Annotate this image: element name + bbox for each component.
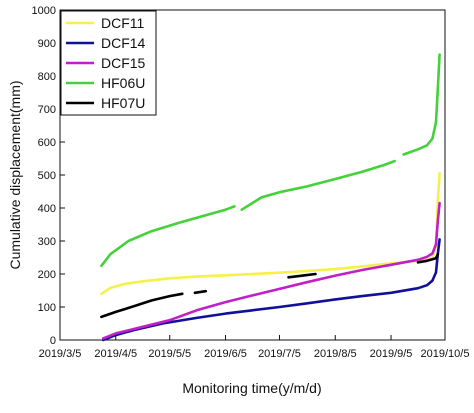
legend-label-dcf14: DCF14 [101, 35, 146, 51]
x-tick-label: 2019/10/5 [421, 348, 470, 360]
x-tick-label: 2019/8/5 [314, 348, 357, 360]
series-line-dcf11 [100, 172, 441, 296]
y-tick-label: 200 [38, 269, 56, 281]
y-tick-label: 800 [38, 71, 56, 83]
x-axis: 2019/3/5 2019/4/5 2019/5/5 2019/6/5 2019/7/5… [39, 335, 470, 360]
series-line-dcf14 [101, 238, 441, 342]
series-line-hf07u [287, 272, 317, 279]
series-line-hf06u [100, 205, 236, 268]
x-tick-label: 2019/4/5 [94, 348, 137, 360]
y-tick-label: 500 [38, 170, 56, 182]
y-tick-label: 300 [38, 236, 56, 248]
series-line-hf06u [402, 53, 441, 156]
y-axis-title: Cumulative displacement(mm) [7, 80, 23, 269]
x-tick-label: 2019/7/5 [258, 348, 301, 360]
x-axis-title: Monitoring time(y/m/d) [182, 380, 321, 396]
y-tick-label: 1000 [32, 5, 56, 17]
series-line-dcf15 [101, 201, 441, 340]
series-line-hf07u [416, 252, 440, 264]
y-tick-label: 100 [38, 302, 56, 314]
x-tick-label: 2019/5/5 [148, 348, 191, 360]
legend-label-dcf15: DCF15 [101, 55, 146, 71]
y-tick-label: 700 [38, 104, 56, 116]
y-tick-label: 0 [50, 335, 56, 347]
y-axis: 0 100 200 300 400 500 600 700 800 900 1000 [32, 5, 65, 347]
x-tick-label: 2019/6/5 [204, 348, 247, 360]
legend-label-hf06u: HF06U [101, 75, 145, 91]
legend-label-hf07u: HF07U [101, 95, 145, 111]
y-tick-label: 400 [38, 203, 56, 215]
series-line-hf06u [240, 159, 396, 211]
y-tick-label: 900 [38, 38, 56, 50]
x-tick-label: 2019/9/5 [370, 348, 413, 360]
x-tick-label: 2019/3/5 [39, 348, 82, 360]
series-group [100, 53, 441, 342]
y-tick-label: 600 [38, 137, 56, 149]
series-line-hf07u [100, 292, 184, 319]
series-line-hf07u [193, 289, 207, 295]
legend-label-dcf11: DCF11 [101, 15, 145, 31]
legend: DCF11 DCF14 DCF15 HF06U HF07U [60, 10, 157, 116]
